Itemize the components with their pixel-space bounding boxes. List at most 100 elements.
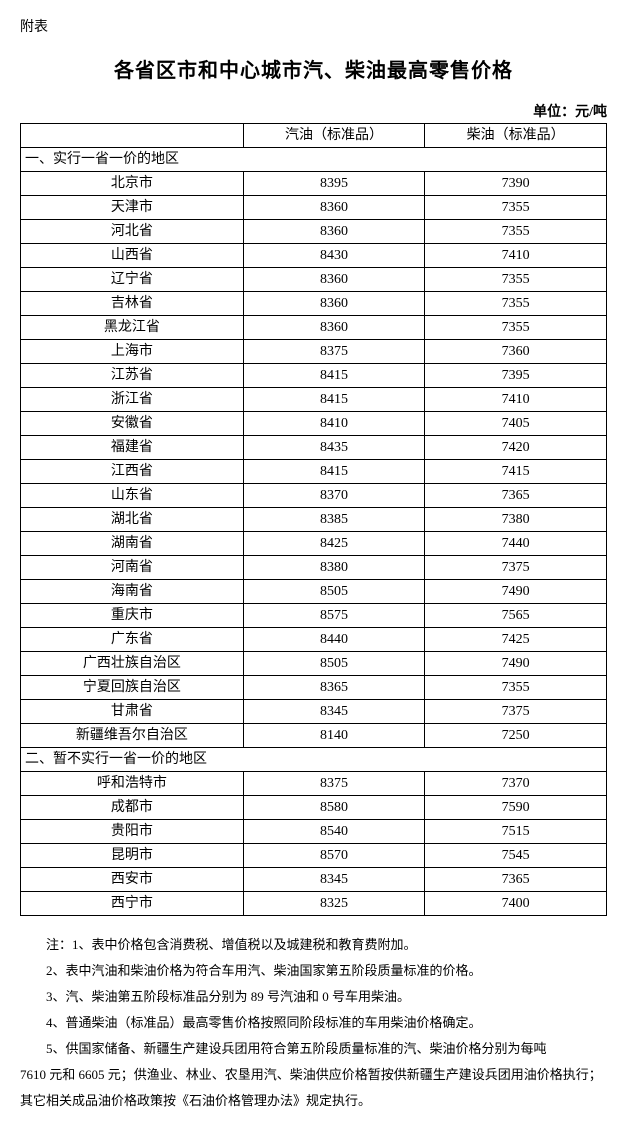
table-row: 甘肃省83457375 — [21, 700, 607, 724]
gasoline-price: 8325 — [243, 892, 425, 916]
region-name: 浙江省 — [21, 388, 244, 412]
diesel-price: 7410 — [425, 388, 607, 412]
diesel-price: 7545 — [425, 844, 607, 868]
region-name: 江苏省 — [21, 364, 244, 388]
diesel-price: 7490 — [425, 580, 607, 604]
table-row: 贵阳市85407515 — [21, 820, 607, 844]
table-row: 新疆维吾尔自治区81407250 — [21, 724, 607, 748]
diesel-price: 7370 — [425, 772, 607, 796]
region-name: 呼和浩特市 — [21, 772, 244, 796]
table-row: 河南省83807375 — [21, 556, 607, 580]
diesel-price: 7360 — [425, 340, 607, 364]
region-name: 吉林省 — [21, 292, 244, 316]
region-name: 新疆维吾尔自治区 — [21, 724, 244, 748]
region-name: 河南省 — [21, 556, 244, 580]
table-row: 江西省84157415 — [21, 460, 607, 484]
note-line-cont: 7610 元和 6605 元；供渔业、林业、农垦用汽、柴油供应价格暂按供新疆生产… — [20, 1062, 607, 1114]
header-gasoline: 汽油（标准品） — [243, 124, 425, 148]
gasoline-price: 8360 — [243, 196, 425, 220]
table-row: 北京市83957390 — [21, 172, 607, 196]
section-header-row: 二、暂不实行一省一价的地区 — [21, 748, 607, 772]
region-name: 北京市 — [21, 172, 244, 196]
region-name: 成都市 — [21, 796, 244, 820]
header-diesel: 柴油（标准品） — [425, 124, 607, 148]
region-name: 河北省 — [21, 220, 244, 244]
diesel-price: 7355 — [425, 220, 607, 244]
region-name: 海南省 — [21, 580, 244, 604]
table-row: 湖南省84257440 — [21, 532, 607, 556]
gasoline-price: 8580 — [243, 796, 425, 820]
table-row: 西宁市83257400 — [21, 892, 607, 916]
diesel-price: 7410 — [425, 244, 607, 268]
note-line-1: 注：1、表中价格包含消费税、增值税以及城建税和教育费附加。 — [20, 932, 607, 958]
region-name: 昆明市 — [21, 844, 244, 868]
region-name: 天津市 — [21, 196, 244, 220]
table-row: 天津市83607355 — [21, 196, 607, 220]
region-name: 山东省 — [21, 484, 244, 508]
table-row: 黑龙江省83607355 — [21, 316, 607, 340]
page-title: 各省区市和中心城市汽、柴油最高零售价格 — [20, 54, 607, 83]
table-row: 成都市85807590 — [21, 796, 607, 820]
note-line-5: 5、供国家储备、新疆生产建设兵团用符合第五阶段质量标准的汽、柴油价格分别为每吨 — [20, 1036, 607, 1062]
gasoline-price: 8380 — [243, 556, 425, 580]
gasoline-price: 8345 — [243, 868, 425, 892]
table-row: 上海市83757360 — [21, 340, 607, 364]
gasoline-price: 8415 — [243, 364, 425, 388]
gasoline-price: 8430 — [243, 244, 425, 268]
table-row: 宁夏回族自治区83657355 — [21, 676, 607, 700]
gasoline-price: 8415 — [243, 460, 425, 484]
gasoline-price: 8505 — [243, 652, 425, 676]
gasoline-price: 8435 — [243, 436, 425, 460]
diesel-price: 7375 — [425, 700, 607, 724]
section-header-cell: 二、暂不实行一省一价的地区 — [21, 748, 607, 772]
notes: 注：1、表中价格包含消费税、增值税以及城建税和教育费附加。 2、表中汽油和柴油价… — [20, 932, 607, 1114]
region-name: 山西省 — [21, 244, 244, 268]
diesel-price: 7590 — [425, 796, 607, 820]
gasoline-price: 8440 — [243, 628, 425, 652]
region-name: 上海市 — [21, 340, 244, 364]
diesel-price: 7440 — [425, 532, 607, 556]
diesel-price: 7380 — [425, 508, 607, 532]
table-row: 西安市83457365 — [21, 868, 607, 892]
region-name: 宁夏回族自治区 — [21, 676, 244, 700]
diesel-price: 7355 — [425, 292, 607, 316]
diesel-price: 7515 — [425, 820, 607, 844]
table-row: 吉林省83607355 — [21, 292, 607, 316]
table-row: 河北省83607355 — [21, 220, 607, 244]
gasoline-price: 8375 — [243, 340, 425, 364]
table-row: 山东省83707365 — [21, 484, 607, 508]
note-line-2: 2、表中汽油和柴油价格为符合车用汽、柴油国家第五阶段质量标准的价格。 — [20, 958, 607, 984]
gasoline-price: 8360 — [243, 220, 425, 244]
gasoline-price: 8140 — [243, 724, 425, 748]
table-row: 浙江省84157410 — [21, 388, 607, 412]
diesel-price: 7565 — [425, 604, 607, 628]
table-row: 山西省84307410 — [21, 244, 607, 268]
gasoline-price: 8360 — [243, 292, 425, 316]
diesel-price: 7400 — [425, 892, 607, 916]
table-row: 江苏省84157395 — [21, 364, 607, 388]
gasoline-price: 8360 — [243, 316, 425, 340]
table-row: 呼和浩特市83757370 — [21, 772, 607, 796]
unit-label: 单位：元/吨 — [20, 101, 607, 121]
note-line-3: 3、汽、柴油第五阶段标准品分别为 89 号汽油和 0 号车用柴油。 — [20, 984, 607, 1010]
gasoline-price: 8415 — [243, 388, 425, 412]
gasoline-price: 8360 — [243, 268, 425, 292]
gasoline-price: 8375 — [243, 772, 425, 796]
table-row: 广东省84407425 — [21, 628, 607, 652]
section-header-cell: 一、实行一省一价的地区 — [21, 148, 607, 172]
gasoline-price: 8425 — [243, 532, 425, 556]
gasoline-price: 8540 — [243, 820, 425, 844]
region-name: 黑龙江省 — [21, 316, 244, 340]
diesel-price: 7415 — [425, 460, 607, 484]
region-name: 重庆市 — [21, 604, 244, 628]
table-row: 广西壮族自治区85057490 — [21, 652, 607, 676]
table-row: 海南省85057490 — [21, 580, 607, 604]
region-name: 福建省 — [21, 436, 244, 460]
diesel-price: 7355 — [425, 676, 607, 700]
gasoline-price: 8395 — [243, 172, 425, 196]
table-row: 安徽省84107405 — [21, 412, 607, 436]
diesel-price: 7420 — [425, 436, 607, 460]
diesel-price: 7405 — [425, 412, 607, 436]
region-name: 西宁市 — [21, 892, 244, 916]
gasoline-price: 8345 — [243, 700, 425, 724]
